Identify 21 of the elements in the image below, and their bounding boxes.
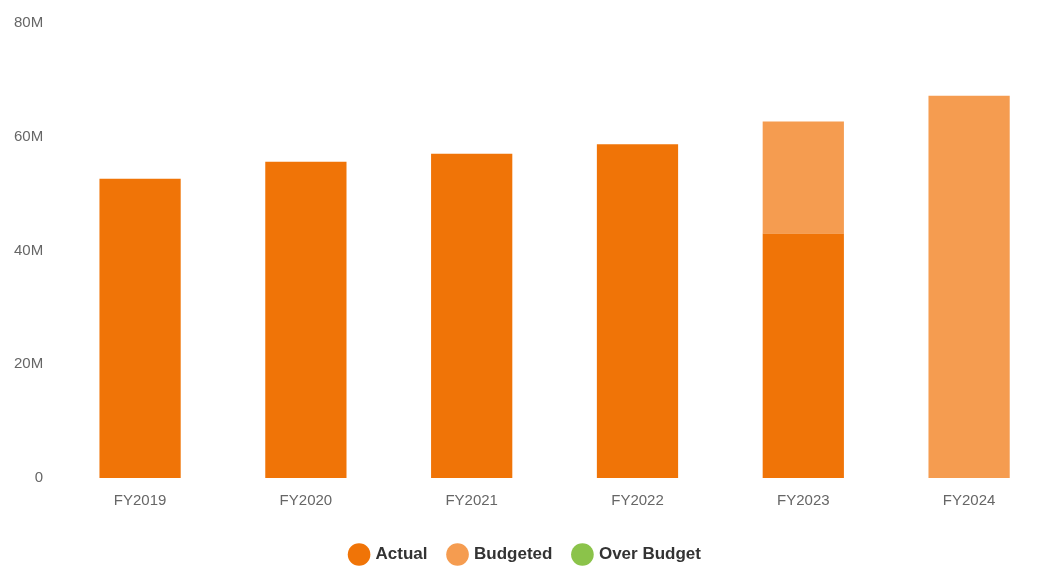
- y-tick-label: 80M: [13, 13, 44, 31]
- y-tick-label: 60M: [13, 126, 44, 144]
- x-tick-label: FY2019: [113, 491, 167, 509]
- x-tick-label: FY2024: [942, 491, 996, 509]
- x-tick-label: FY2021: [445, 491, 498, 509]
- bar: [928, 95, 1010, 478]
- legend-label: Actual: [375, 544, 428, 564]
- bar: [596, 144, 679, 478]
- x-tick-label: FY2020: [279, 491, 333, 509]
- legend-label: Over Budget: [598, 544, 702, 564]
- bar: [265, 161, 347, 478]
- x-tick-label: FY2022: [611, 491, 664, 509]
- y-tick-label: 0: [34, 468, 44, 486]
- y-tick-label: 40M: [13, 240, 44, 258]
- y-tick-label: 20M: [13, 354, 44, 372]
- bar: [99, 178, 181, 478]
- bar: [431, 153, 513, 478]
- bar: [762, 233, 844, 478]
- x-tick-label: FY2023: [777, 491, 830, 509]
- bar: [762, 121, 844, 234]
- legend-label: Budgeted: [474, 544, 553, 564]
